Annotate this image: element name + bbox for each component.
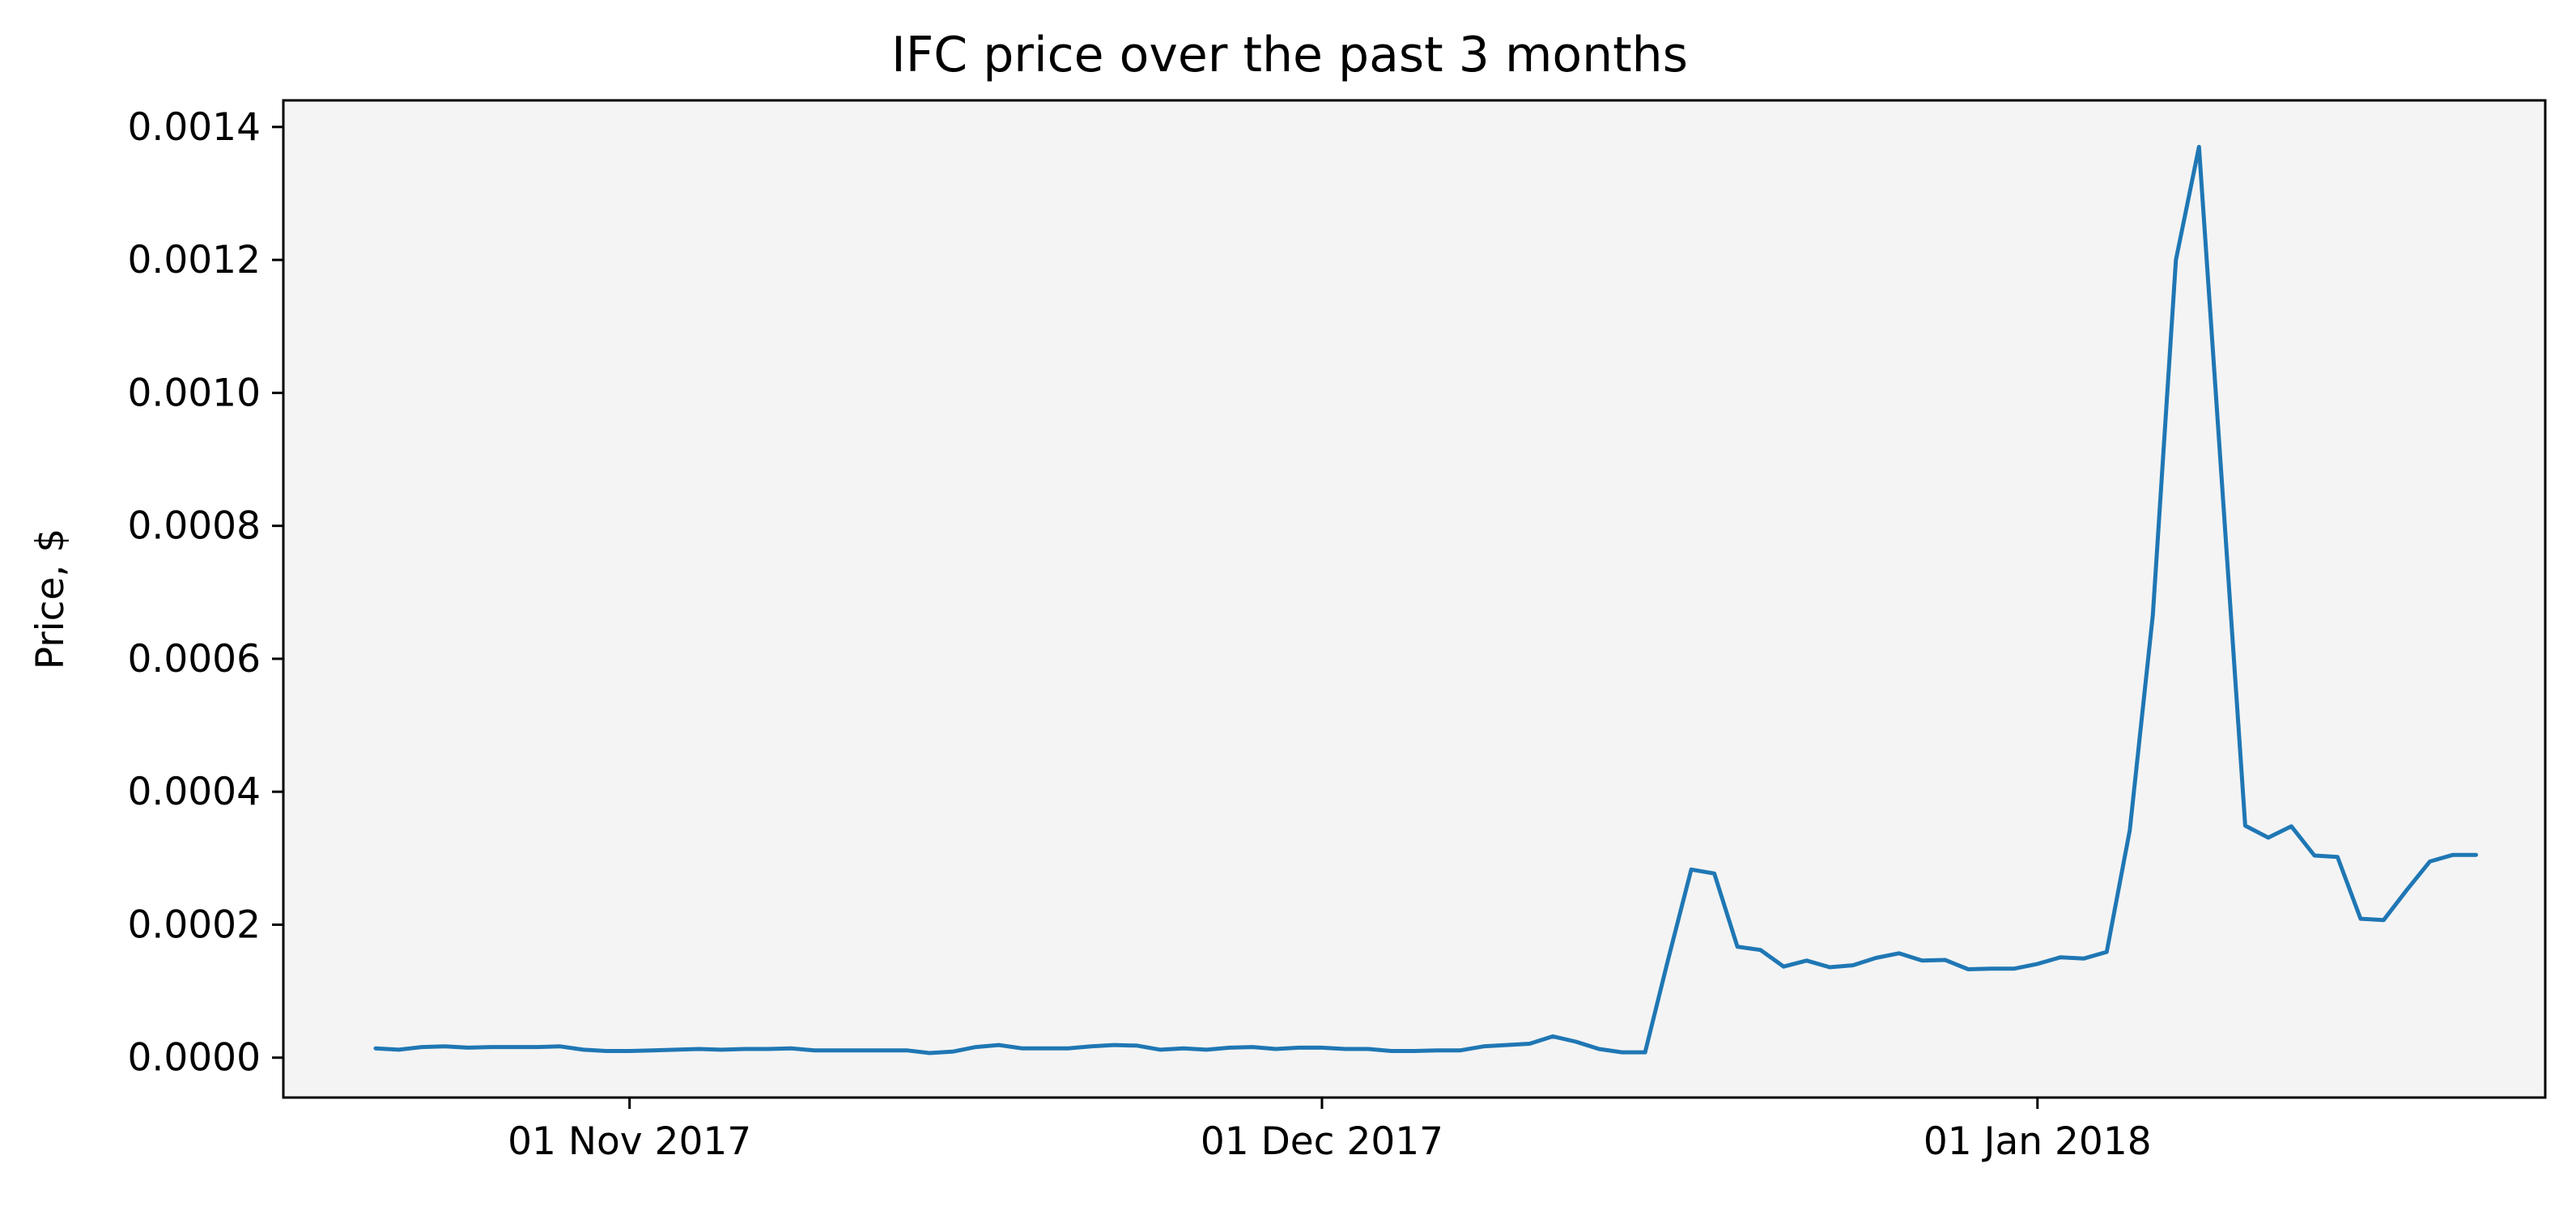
y-tick-label: 0.0012 [128, 238, 261, 282]
y-tick-label: 0.0008 [128, 504, 261, 549]
x-tick-label: 01 Nov 2017 [508, 1119, 751, 1164]
plot-frame [282, 99, 2547, 1099]
price-series-line [373, 145, 2478, 1055]
y-tick-label: 0.0014 [128, 105, 261, 150]
y-axis: 0.0000 0.0002 0.0004 0.0006 0.0008 0.0010 0.00… [128, 105, 283, 1081]
plot-background [283, 100, 2545, 1098]
y-tick-label: 0.0010 [128, 371, 261, 415]
x-tick-label: 01 Dec 2017 [1201, 1119, 1443, 1164]
y-tick-label: 0.0000 [128, 1036, 261, 1081]
chart-title: IFC price over the past 3 months [891, 27, 1688, 83]
x-axis: 01 Nov 2017 01 Dec 2017 01 Jan 2018 [508, 1098, 2152, 1164]
y-axis-label: Price, $ [28, 529, 73, 669]
y-tick-label: 0.0002 [128, 902, 261, 947]
y-tick-label: 0.0004 [128, 770, 261, 814]
y-tick-label: 0.0006 [128, 637, 261, 682]
x-tick-label: 01 Jan 2018 [1923, 1119, 2152, 1164]
